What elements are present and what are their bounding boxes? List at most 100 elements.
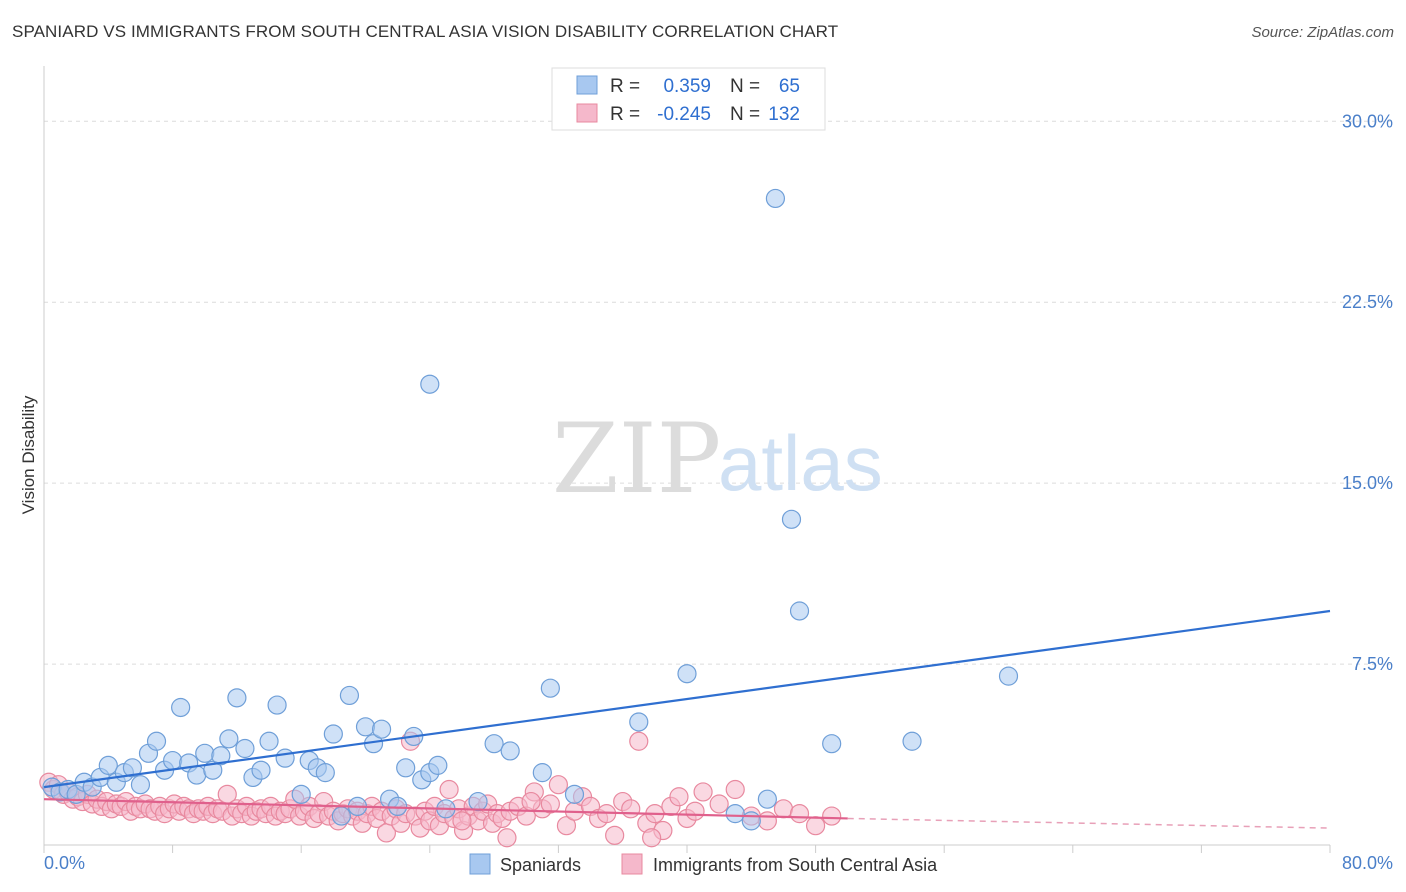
spaniards-point-60: [757, 789, 777, 809]
spaniards-point-56: [629, 712, 649, 732]
spaniards-point-28: [267, 695, 287, 715]
immigrants-point-130: [642, 828, 662, 848]
x-tick-labels: 0.0% 80.0%: [44, 853, 1393, 873]
immigrants-point-101: [548, 775, 569, 795]
immigrants-point-126: [805, 816, 826, 836]
source-label: Source: ZipAtlas.com: [1251, 24, 1394, 41]
immigrants-point-118: [685, 801, 705, 821]
spaniards-point-65: [902, 731, 922, 751]
y-axis-title: Vision Disability: [19, 395, 38, 514]
spaniards-point-33: [315, 763, 335, 783]
spaniards-point-30: [291, 784, 311, 804]
spaniards-point-10: [122, 758, 143, 778]
y-tick-label-3: 30.0%: [1342, 111, 1393, 131]
immigrants-point-100: [540, 794, 560, 814]
immigrants-point-123: [757, 811, 777, 831]
spaniards-point-64: [822, 734, 842, 754]
legend-r-value-pink: -0.245: [657, 104, 711, 125]
legend-bottom-swatch-spaniards: [469, 853, 491, 875]
spaniards-point-52: [500, 741, 520, 761]
spaniards-point-57: [677, 664, 697, 684]
immigrants-point-120: [709, 794, 729, 814]
legend-r-value-blue: 0.359: [663, 76, 711, 97]
y-tick-labels: 7.5% 15.0% 22.5% 30.0%: [1342, 111, 1393, 674]
watermark: ZIP atlas: [552, 403, 883, 515]
spaniards-point-66: [998, 666, 1019, 686]
spaniards-point-22: [219, 729, 239, 749]
spaniards-point-53: [532, 763, 552, 783]
spaniards-point-23: [227, 688, 247, 708]
spaniards-point-24: [235, 738, 255, 759]
immigrants-point-129: [497, 828, 517, 848]
legend-bottom-label-spaniards: Spaniards: [500, 855, 581, 875]
chart-title: SPANIARD VS IMMIGRANTS FROM SOUTH CENTRA…: [12, 22, 839, 41]
legend-top: R = 0.359 N = 65 R = -0.245 N = 132: [551, 67, 826, 131]
immigrants-point-121: [725, 779, 745, 800]
spaniards-point-20: [203, 760, 223, 780]
spaniards-point-34: [323, 724, 343, 744]
legend-bottom-label-immigrants: Immigrants from South Central Asia: [653, 855, 938, 875]
immigrants-point-131: [521, 791, 541, 812]
y-tick-label-1: 15.0%: [1342, 473, 1393, 493]
spaniards-point-62: [781, 509, 802, 529]
immigrants-point-128: [452, 811, 472, 831]
spaniards-point-13: [146, 731, 167, 751]
trend-lines: [43, 609, 1331, 829]
immigrants-point-111: [629, 731, 649, 751]
legend-bottom-swatch-immigrants: [621, 853, 643, 875]
spaniards-point-26: [251, 760, 271, 780]
y-tick-label-2: 22.5%: [1342, 292, 1393, 312]
legend-n-value-pink: 132: [768, 104, 800, 125]
spaniards-point-63: [789, 601, 810, 621]
spaniards-point-61: [765, 188, 786, 209]
immigrants-point-116: [669, 787, 689, 807]
immigrants-point-119: [693, 782, 713, 802]
trend-line-spaniards: [43, 609, 1331, 789]
legend-r-label-pink: R =: [610, 104, 640, 125]
y-tick-label-0: 7.5%: [1352, 654, 1393, 674]
immigrants-point-102: [556, 816, 577, 836]
spaniards-point-40: [371, 719, 392, 739]
spaniards-point-58: [725, 804, 745, 824]
legend-n-label-blue: N =: [730, 76, 760, 97]
spaniards-point-54: [540, 678, 560, 698]
immigrants-point-125: [789, 804, 810, 824]
x-tick-label-max: 80.0%: [1342, 853, 1393, 873]
spaniards-point-38: [355, 717, 376, 737]
trend-line-immigrants: [43, 798, 848, 820]
legend-n-label-pink: N =: [730, 104, 760, 125]
spaniards-point-50: [468, 791, 488, 812]
immigrants-point-110: [621, 799, 641, 819]
grid-lines: [44, 120, 1392, 665]
spaniards-point-18: [187, 765, 207, 785]
spaniards-point-29: [275, 748, 295, 768]
immigrants-point-124: [773, 799, 794, 819]
spaniards-point-43: [396, 758, 416, 778]
spaniards-point-21: [211, 746, 231, 766]
legend-swatch-blue: [576, 75, 598, 95]
spaniards-point-27: [259, 731, 279, 751]
spaniards-point-19: [195, 743, 215, 763]
spaniards-point-11: [130, 775, 151, 795]
trend-line-immigrants-extension: [847, 817, 1331, 829]
series-spaniards-points: [42, 188, 1019, 831]
spaniards-point-35: [331, 806, 351, 826]
immigrants-point-108: [605, 825, 625, 845]
spaniards-point-16: [171, 697, 191, 718]
legend-r-label-blue: R =: [610, 76, 640, 97]
watermark-zip: ZIP: [552, 403, 721, 515]
spaniards-point-36: [339, 685, 360, 706]
immigrants-point-127: [822, 806, 842, 826]
spaniards-point-15: [163, 750, 183, 771]
legend-bottom: Spaniards Immigrants from South Central …: [469, 853, 938, 875]
spaniards-point-51: [484, 734, 504, 754]
immigrants-point-83: [439, 779, 459, 800]
spaniards-point-55: [564, 784, 585, 804]
x-tick-label-min: 0.0%: [44, 853, 85, 873]
spaniards-point-7: [98, 755, 118, 775]
spaniards-point-47: [428, 755, 448, 775]
spaniards-point-49: [420, 374, 440, 394]
axes: [43, 66, 1331, 853]
legend-swatch-pink: [576, 103, 598, 123]
